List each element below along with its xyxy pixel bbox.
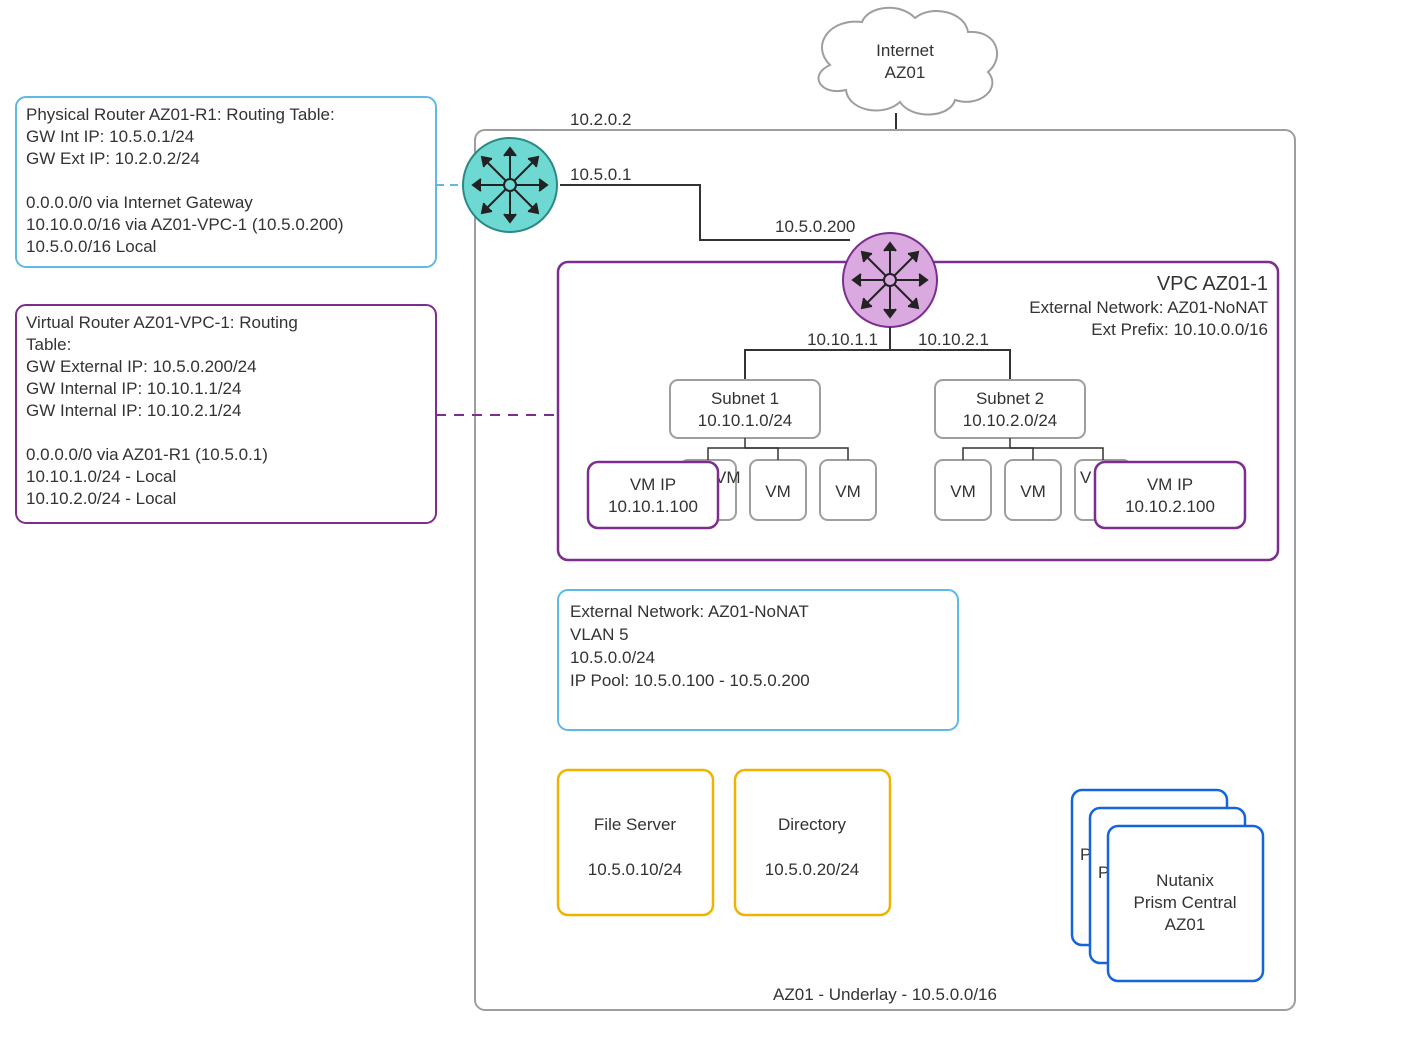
prism-l1: Nutanix: [1156, 871, 1214, 890]
vrb-l8: 10.10.2.0/24 - Local: [26, 489, 176, 508]
prism-central-stack: P P Nutanix Prism Central AZ01: [1072, 790, 1263, 981]
vpc-extprefix: Ext Prefix: 10.10.0.0/16: [1091, 320, 1268, 339]
prism-l3: AZ01: [1165, 915, 1206, 934]
vm-ip-2-box: [1095, 462, 1245, 528]
prb-l3: GW Ext IP: 10.2.0.2/24: [26, 149, 200, 168]
enb-l3: 10.5.0.0/24: [570, 648, 655, 667]
directory-box: [735, 770, 890, 915]
vmip1-l2: 10.10.1.100: [608, 497, 698, 516]
prb-l1: Physical Router AZ01-R1: Routing Table:: [26, 105, 335, 124]
dir-name: Directory: [778, 815, 847, 834]
ip-phys-ext: 10.2.0.2: [570, 110, 631, 129]
vm-ip-1-box: [588, 462, 718, 528]
underlay-label: AZ01 - Underlay - 10.5.0.0/16: [773, 985, 997, 1004]
vrb-l2: Table:: [26, 335, 71, 354]
fs-ip: 10.5.0.10/24: [588, 860, 683, 879]
internet-cloud: Internet AZ01: [819, 8, 998, 115]
sub1-cidr: 10.10.1.0/24: [698, 411, 793, 430]
ip-phys-int: 10.5.0.1: [570, 165, 631, 184]
enb-l4: IP Pool: 10.5.0.100 - 10.5.0.200: [570, 671, 810, 690]
prb-l4: 0.0.0.0/0 via Internet Gateway: [26, 193, 253, 212]
physical-router-icon: [463, 138, 557, 232]
svg-text:V: V: [1080, 468, 1092, 487]
vrb-l1: Virtual Router AZ01-VPC-1: Routing: [26, 313, 298, 332]
ip-sub1gw: 10.10.1.1: [807, 330, 878, 349]
link-vr-sub2: [890, 350, 1010, 380]
svg-text:VM: VM: [765, 482, 791, 501]
cloud-label-2: AZ01: [885, 63, 926, 82]
ip-virt-ext: 10.5.0.200: [775, 217, 855, 236]
vrb-l4: GW Internal IP: 10.10.1.1/24: [26, 379, 241, 398]
sub2-name: Subnet 2: [976, 389, 1044, 408]
sub2-cidr: 10.10.2.0/24: [963, 411, 1058, 430]
vmip1-l1: VM IP: [630, 475, 676, 494]
vrb-l7: 10.10.1.0/24 - Local: [26, 467, 176, 486]
vmip2-l2: 10.10.2.100: [1125, 497, 1215, 516]
prism-l2: Prism Central: [1134, 893, 1237, 912]
fs-name: File Server: [594, 815, 677, 834]
dir-ip: 10.5.0.20/24: [765, 860, 860, 879]
svg-text:VM: VM: [1020, 482, 1046, 501]
enb-l2: VLAN 5: [570, 625, 629, 644]
enb-l1: External Network: AZ01-NoNAT: [570, 602, 809, 621]
network-diagram: Internet AZ01 10.2.0.2 AZ01 - Underlay -…: [0, 0, 1418, 1051]
vrb-l5: GW Internal IP: 10.10.2.1/24: [26, 401, 241, 420]
vpc-title: VPC AZ01-1: [1157, 273, 1268, 295]
vrb-l6: 0.0.0.0/0 via AZ01-R1 (10.5.0.1): [26, 445, 268, 464]
vrb-l3: GW External IP: 10.5.0.200/24: [26, 357, 257, 376]
ip-sub2gw: 10.10.2.1: [918, 330, 989, 349]
sub1-name: Subnet 1: [711, 389, 779, 408]
vpc-extnet: External Network: AZ01-NoNAT: [1029, 298, 1268, 317]
file-server-box: [558, 770, 713, 915]
virtual-router-icon: [843, 233, 937, 327]
prb-l2: GW Int IP: 10.5.0.1/24: [26, 127, 194, 146]
prb-l5: 10.10.0.0/16 via AZ01-VPC-1 (10.5.0.200): [26, 215, 344, 234]
prb-l6: 10.5.0.0/16 Local: [26, 237, 156, 256]
vmip2-l1: VM IP: [1147, 475, 1193, 494]
svg-text:VM: VM: [950, 482, 976, 501]
cloud-label-1: Internet: [876, 41, 934, 60]
svg-text:VM: VM: [835, 482, 861, 501]
